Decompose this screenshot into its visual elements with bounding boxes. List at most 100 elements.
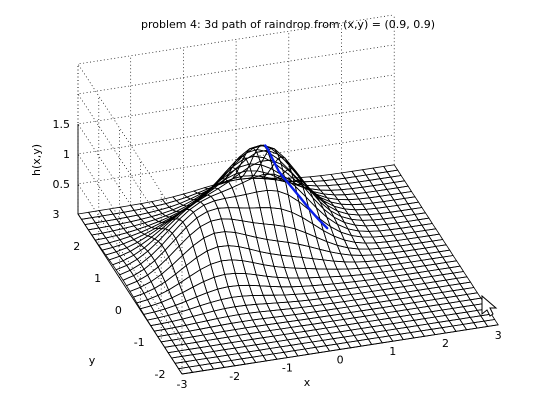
mesh-cell [347, 198, 364, 206]
z-axis-label: h(x,y) [30, 144, 43, 176]
mesh-cell [409, 330, 426, 339]
mesh-cell [185, 256, 201, 278]
mesh-cell [213, 231, 229, 248]
mesh-cell [242, 177, 258, 195]
mesh-cell [213, 197, 230, 209]
mesh-cell [388, 333, 404, 342]
mesh-cell [361, 219, 377, 227]
mesh-cell [241, 295, 257, 306]
mesh-cell [150, 301, 166, 313]
mesh-cell [420, 328, 436, 337]
x-tick-label: -1 [282, 362, 293, 375]
mesh-cell [298, 176, 314, 199]
mesh-cell [231, 295, 247, 308]
mesh-cell [336, 268, 352, 277]
mesh-cell [157, 229, 173, 246]
mesh-cell [171, 292, 187, 306]
mesh-cell [399, 332, 415, 341]
mouse-pointer-icon [481, 294, 498, 317]
mesh-cell [174, 300, 191, 313]
mesh-cell [340, 215, 356, 226]
mesh-cell [227, 285, 243, 298]
mesh-cell [473, 320, 489, 329]
y-tick-label: -2 [155, 368, 166, 381]
y-tick-label: 0 [115, 304, 122, 317]
mesh-cell [304, 346, 320, 355]
grid-z-level-4 [77, 14, 395, 225]
mesh-cell [178, 308, 194, 320]
mesh-cell [181, 315, 197, 326]
surface-mesh [77, 144, 499, 375]
mesh-cell [178, 275, 194, 294]
mesh-cell [314, 345, 331, 354]
mesh-cell [357, 338, 373, 347]
mesh-cell [325, 204, 342, 217]
mesh-cell [329, 225, 346, 241]
mesh-cell [167, 312, 183, 322]
z-tick-label: 1.5 [53, 118, 71, 131]
y-axis-label: y [89, 354, 96, 367]
y-tick-label: 2 [73, 240, 80, 253]
mesh-cell [441, 325, 457, 334]
grid-z-level-1 [77, 104, 395, 315]
mesh-cell [451, 323, 468, 332]
mesh-cell [262, 294, 278, 305]
mesh-cell [203, 276, 219, 294]
mesh-cell [251, 355, 267, 363]
mesh-cell [188, 364, 204, 373]
mesh-cell [147, 221, 164, 228]
mesh-cell [283, 350, 299, 359]
z-tick-label: 1 [63, 148, 70, 161]
chart-title: problem 4: 3d path of raindrop from (x,y… [141, 18, 435, 31]
mesh-cell [192, 237, 208, 259]
mesh-cell [224, 272, 240, 288]
x-tick-label: 1 [389, 345, 396, 358]
mesh-cell [357, 248, 374, 256]
mesh-cell [335, 341, 352, 350]
mesh-cell [364, 224, 381, 232]
mesh-cell [318, 276, 335, 286]
mesh-cell [252, 294, 268, 305]
x-tick-label: 2 [442, 337, 449, 350]
tick-labels: -3 -2 -1 0 1 2 3 -2 -1 0 1 2 3 0.5 1 1.5 [53, 118, 502, 391]
mesh-cell [198, 363, 215, 372]
mesh-cell [199, 302, 215, 315]
x-tick-label: -2 [229, 370, 240, 383]
mesh-cell [210, 218, 226, 234]
mesh-cell [164, 304, 180, 316]
x-tick-label: 0 [337, 353, 344, 366]
grid-z-level-3 [77, 44, 395, 255]
y-tick-label: -1 [134, 336, 145, 349]
mesh-cell [217, 245, 233, 262]
mesh-cell [325, 343, 341, 352]
mesh-cell [280, 286, 296, 296]
grid-z-level-0 [77, 134, 395, 345]
mesh-cell [189, 269, 205, 288]
mesh-cell [177, 366, 194, 375]
x-axis-label: x [304, 376, 311, 389]
mesh-cell [293, 348, 310, 357]
mesh-cell [157, 314, 173, 325]
mesh-cell [196, 250, 212, 271]
x-tick-label: -3 [177, 378, 188, 391]
mesh-cell [203, 200, 219, 212]
mesh-cell [220, 259, 236, 275]
mesh-cell [209, 361, 225, 370]
mesh-cell [351, 203, 367, 211]
mesh-cell [210, 191, 226, 202]
mesh-cell [354, 208, 370, 216]
mesh-cell [238, 284, 254, 297]
mesh-cell [462, 322, 478, 331]
mesh-cell [160, 297, 177, 310]
mesh-cell [315, 268, 331, 278]
mesh-cell [483, 319, 499, 327]
mesh-cell [101, 213, 118, 222]
mesh-cell [199, 263, 215, 283]
mesh-cell [430, 327, 447, 336]
mesh-cell [220, 360, 236, 368]
mesh-cell [272, 351, 289, 360]
mesh-cell [308, 276, 324, 287]
mesh-cell [357, 214, 374, 221]
y-tick-label: 1 [94, 272, 101, 285]
